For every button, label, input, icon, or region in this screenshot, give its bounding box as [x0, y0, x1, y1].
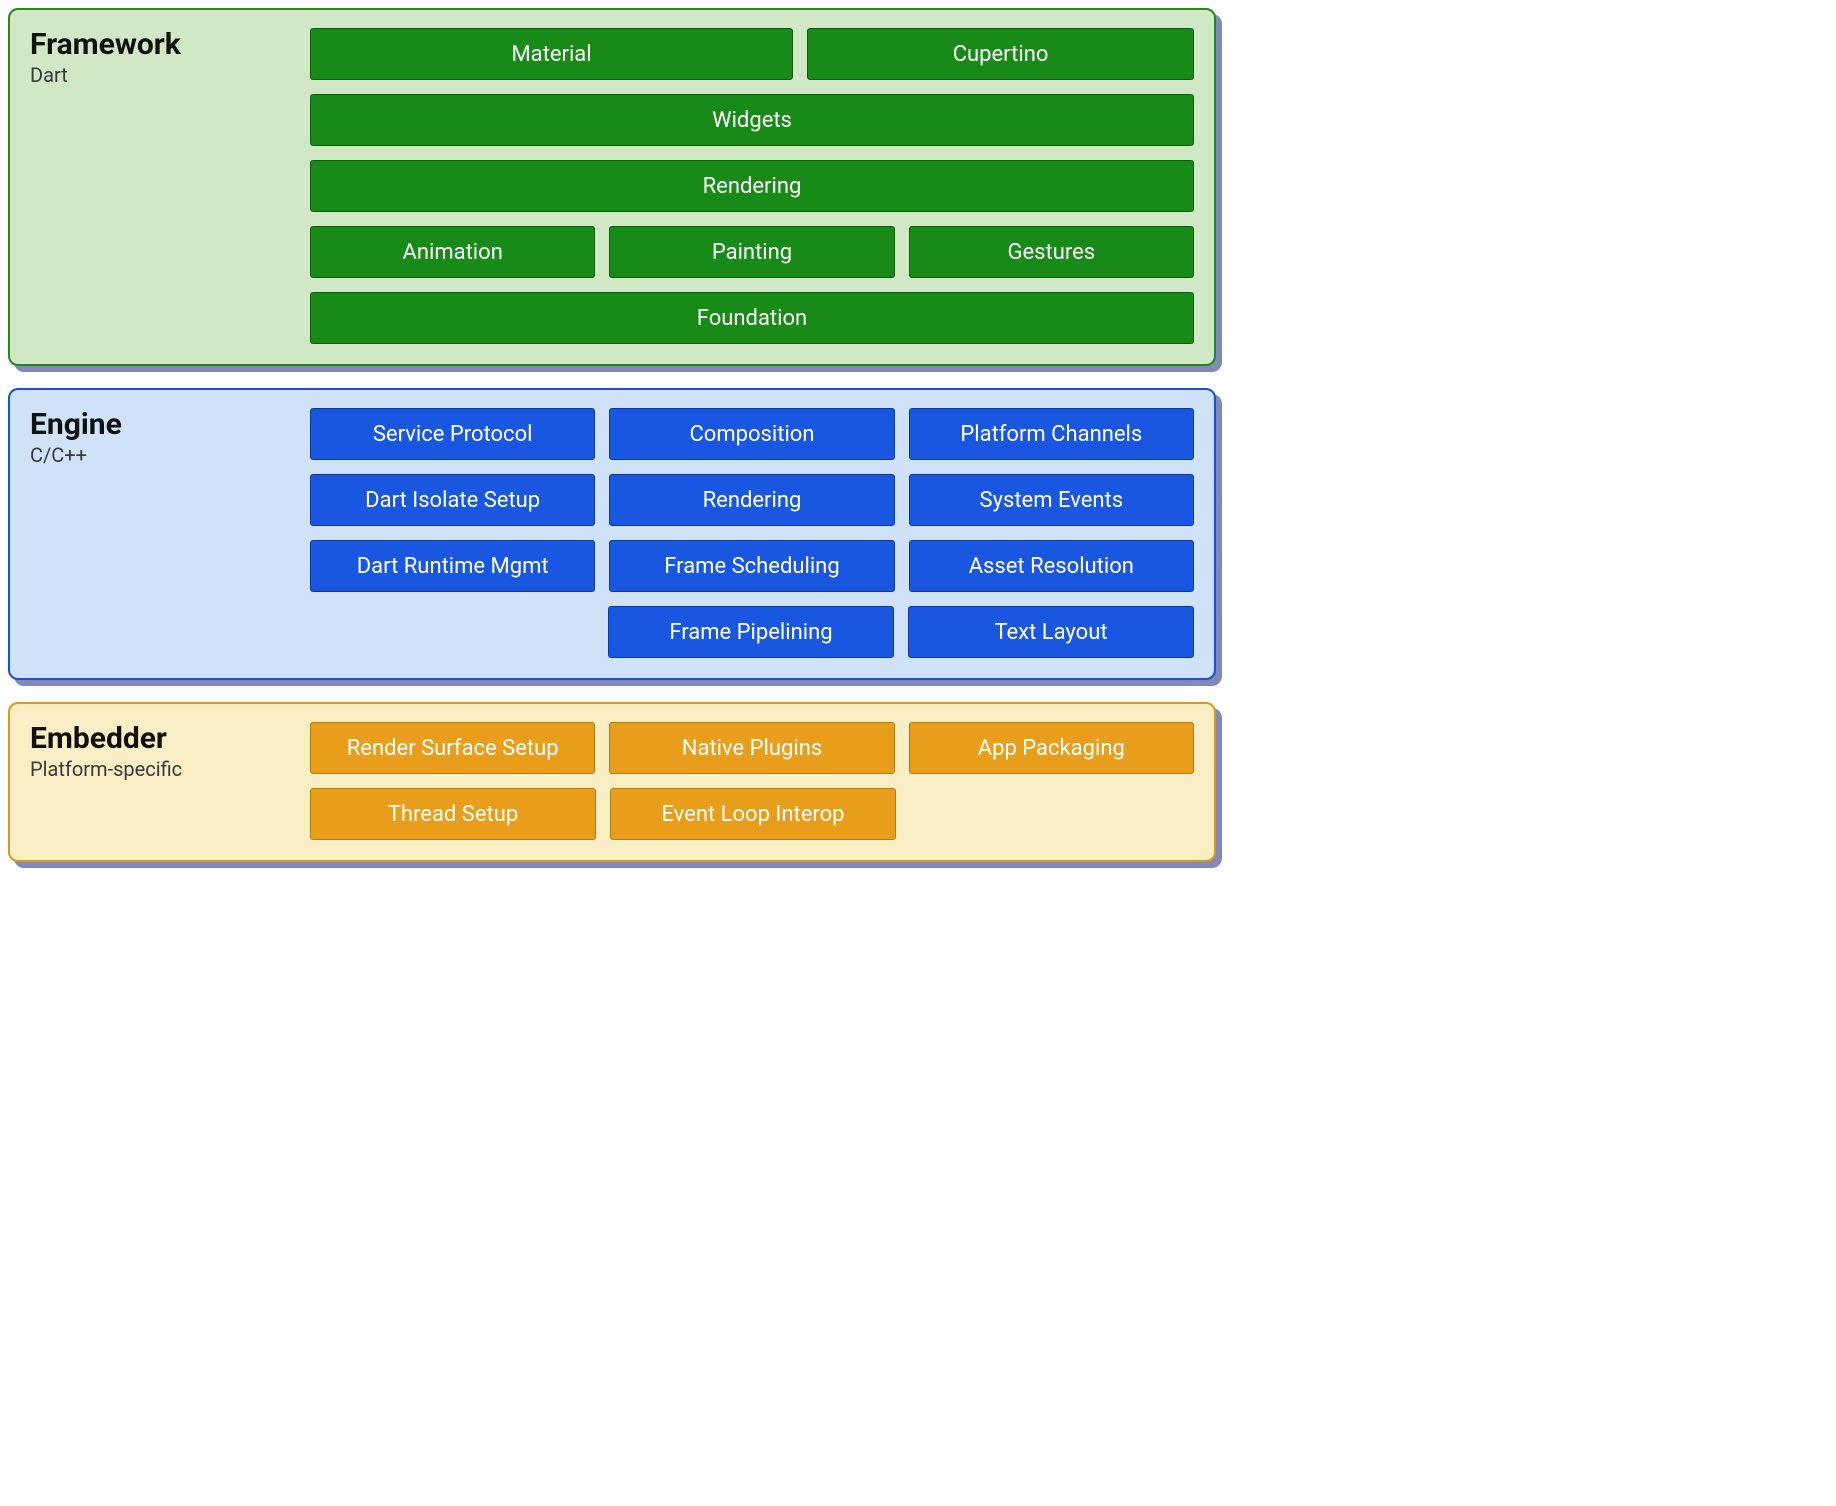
row: Material Cupertino — [310, 28, 1194, 80]
row: Service Protocol Composition Platform Ch… — [310, 408, 1194, 460]
cell-text-layout: Text Layout — [908, 606, 1194, 658]
architecture-diagram: Framework Dart Material Cupertino Widget… — [8, 8, 1216, 862]
layer-title: Engine — [30, 408, 290, 441]
row: Widgets — [310, 94, 1194, 146]
cell-painting: Painting — [609, 226, 894, 278]
cell-thread-setup: Thread Setup — [310, 788, 596, 840]
layer-subtitle: Platform-specific — [30, 757, 290, 781]
cell-gestures: Gestures — [909, 226, 1194, 278]
row: Foundation — [310, 292, 1194, 344]
layer-subtitle: Dart — [30, 63, 290, 87]
cell-native-plugins: Native Plugins — [609, 722, 894, 774]
cell-asset-resolution: Asset Resolution — [909, 540, 1194, 592]
layer-body-embedder: Render Surface Setup Native Plugins App … — [310, 722, 1194, 840]
cell-frame-pipelining: Frame Pipelining — [608, 606, 894, 658]
row: Dart Runtime Mgmt Frame Scheduling Asset… — [310, 540, 1194, 592]
cell-app-packaging: App Packaging — [909, 722, 1194, 774]
row: Thread Setup Event Loop Interop — [310, 788, 1194, 840]
layer-body-engine: Service Protocol Composition Platform Ch… — [310, 408, 1194, 658]
layer-engine: Engine C/C++ Service Protocol Compositio… — [8, 388, 1216, 680]
cell-cupertino: Cupertino — [807, 28, 1194, 80]
layer-subtitle: C/C++ — [30, 443, 290, 467]
cell-system-events: System Events — [909, 474, 1194, 526]
layer-title: Embedder — [30, 722, 290, 755]
row: Rendering — [310, 160, 1194, 212]
cell-widgets: Widgets — [310, 94, 1194, 146]
layer-framework: Framework Dart Material Cupertino Widget… — [8, 8, 1216, 366]
cell-frame-scheduling: Frame Scheduling — [609, 540, 894, 592]
cell-service-protocol: Service Protocol — [310, 408, 595, 460]
row: Dart Isolate Setup Rendering System Even… — [310, 474, 1194, 526]
layer-title: Framework — [30, 28, 290, 61]
layer-header-engine: Engine C/C++ — [30, 408, 290, 658]
cell-rendering-engine: Rendering — [609, 474, 894, 526]
cell-rendering: Rendering — [310, 160, 1194, 212]
cell-platform-channels: Platform Channels — [909, 408, 1194, 460]
cell-render-surface-setup: Render Surface Setup — [310, 722, 595, 774]
layer-header-framework: Framework Dart — [30, 28, 290, 344]
cell-animation: Animation — [310, 226, 595, 278]
cell-dart-runtime-mgmt: Dart Runtime Mgmt — [310, 540, 595, 592]
layer-embedder: Embedder Platform-specific Render Surfac… — [8, 702, 1216, 862]
row: Render Surface Setup Native Plugins App … — [310, 722, 1194, 774]
cell-dart-isolate-setup: Dart Isolate Setup — [310, 474, 595, 526]
layer-header-embedder: Embedder Platform-specific — [30, 722, 290, 840]
cell-composition: Composition — [609, 408, 894, 460]
row: Frame Pipelining Text Layout — [310, 606, 1194, 658]
cell-event-loop-interop: Event Loop Interop — [610, 788, 896, 840]
layer-body-framework: Material Cupertino Widgets Rendering Ani… — [310, 28, 1194, 344]
cell-material: Material — [310, 28, 793, 80]
cell-foundation: Foundation — [310, 292, 1194, 344]
row: Animation Painting Gestures — [310, 226, 1194, 278]
